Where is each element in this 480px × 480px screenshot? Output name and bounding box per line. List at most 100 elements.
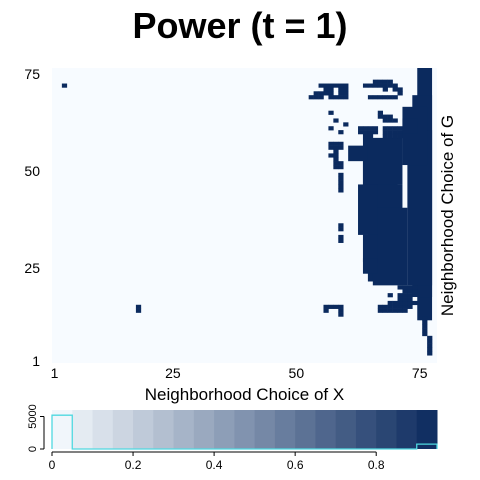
heatmap-cell <box>328 83 334 88</box>
heatmap-cell <box>338 161 344 166</box>
heatmap-cell <box>333 145 339 150</box>
heatmap-cell <box>387 130 393 135</box>
heatmap-cell <box>392 87 398 92</box>
colorbar-band <box>214 410 235 449</box>
heatmap-cell <box>333 161 339 166</box>
heatmap-cell <box>427 351 433 356</box>
heatmap-cell <box>382 79 388 84</box>
heatmap-cell <box>402 297 408 302</box>
colorbar-band <box>315 410 337 449</box>
heatmap-cell <box>338 180 344 185</box>
heatmap-cell <box>397 308 403 313</box>
heatmap-cell <box>382 114 388 119</box>
heatmap-cell <box>402 304 408 309</box>
heatmap-cell <box>387 133 393 139</box>
colorbar-band <box>92 410 114 449</box>
heatmap-cell <box>135 308 142 313</box>
heatmap-cell <box>338 91 344 96</box>
heatmap-cell <box>392 304 398 309</box>
histogram-x-tick-label: 0.8 <box>368 458 385 472</box>
heatmap-cell <box>407 285 413 290</box>
heatmap-cell <box>387 304 393 309</box>
heatmap-cell <box>328 110 334 115</box>
colorbar-band <box>376 410 397 449</box>
heatmap-cell <box>387 114 393 119</box>
heatmap-cell-block <box>402 106 428 166</box>
histogram-y-tick-label: 5000 <box>27 404 39 428</box>
heatmap-cell <box>372 126 379 131</box>
heatmap-cell <box>377 114 384 119</box>
heatmap-cell <box>323 83 329 88</box>
heatmap-cell <box>377 79 384 84</box>
heatmap-cell <box>427 339 433 344</box>
x-tick-label: 50 <box>289 365 305 381</box>
heatmap-cell <box>397 297 403 302</box>
colorbar-band <box>52 410 73 449</box>
heatmap-cell <box>392 118 398 123</box>
heatmap-cell <box>382 87 388 92</box>
heatmap-cell <box>328 87 334 92</box>
heatmap-cell <box>338 223 344 228</box>
heatmap-cell <box>333 304 339 309</box>
heatmap-cell <box>358 126 364 131</box>
heatmap-cell <box>392 95 398 100</box>
heatmap-cell <box>333 118 339 123</box>
heatmap-cell <box>318 91 324 96</box>
heatmap-cell <box>382 130 388 135</box>
heatmap-cell <box>387 95 393 100</box>
heatmap-cell <box>328 145 334 150</box>
heatmap-cell <box>387 293 393 298</box>
heatmap-cell <box>333 83 339 88</box>
heatmap-cell <box>328 141 334 146</box>
heatmap-cell-block <box>348 145 368 162</box>
heatmap-cell <box>338 165 344 170</box>
heatmap-cell <box>387 300 393 306</box>
heatmap-cell <box>343 122 349 127</box>
heatmap-cell <box>387 83 393 88</box>
colorbar-band <box>112 410 134 449</box>
heatmap-cell-block <box>362 258 378 274</box>
heatmap-cell <box>382 118 388 123</box>
heatmap-cell <box>377 304 384 309</box>
heatmap-cell <box>407 300 413 306</box>
colorbar-band <box>72 410 94 449</box>
heatmap-cell <box>377 308 384 313</box>
heatmap-cell <box>343 95 349 100</box>
heatmap-cell <box>338 145 344 150</box>
heatmap-cell <box>333 153 339 158</box>
heatmap-cell <box>328 304 334 309</box>
histogram-x-tick-label: 0.2 <box>125 458 142 472</box>
heatmap-cell <box>392 83 398 88</box>
colorbar-band <box>355 410 377 449</box>
colorbar-band <box>153 410 175 449</box>
heatmap-cell <box>422 328 428 333</box>
y-tick-label: 1 <box>32 353 40 369</box>
heatmap-cell <box>333 149 339 154</box>
heatmap-cell <box>328 126 334 131</box>
colorbar-band <box>254 410 276 449</box>
heatmap-cell <box>397 133 403 139</box>
heatmap-cell <box>338 87 344 92</box>
heatmap-cell <box>323 304 329 309</box>
heatmap-cell <box>343 87 349 92</box>
heatmap-cell-block <box>372 207 408 286</box>
y-tick-label: 50 <box>24 163 40 179</box>
heatmap-cell <box>382 304 388 309</box>
chart-title: Power (t = 1) <box>132 5 348 46</box>
heatmap-cell <box>427 347 433 352</box>
heatmap-cell <box>387 126 393 131</box>
heatmap-cell <box>367 130 374 135</box>
histogram-line <box>51 414 438 450</box>
heatmap-cell <box>343 83 349 88</box>
heatmap-cell <box>338 83 344 88</box>
heatmap-cell <box>338 188 344 193</box>
y-tick-label: 25 <box>24 260 40 276</box>
colorbar-band <box>133 410 154 449</box>
heatmap-cell <box>382 95 388 100</box>
heatmap-cell <box>422 331 428 337</box>
heatmap-cell <box>387 118 393 123</box>
heatmap-cell <box>392 308 398 313</box>
heatmap-cell <box>362 126 369 131</box>
